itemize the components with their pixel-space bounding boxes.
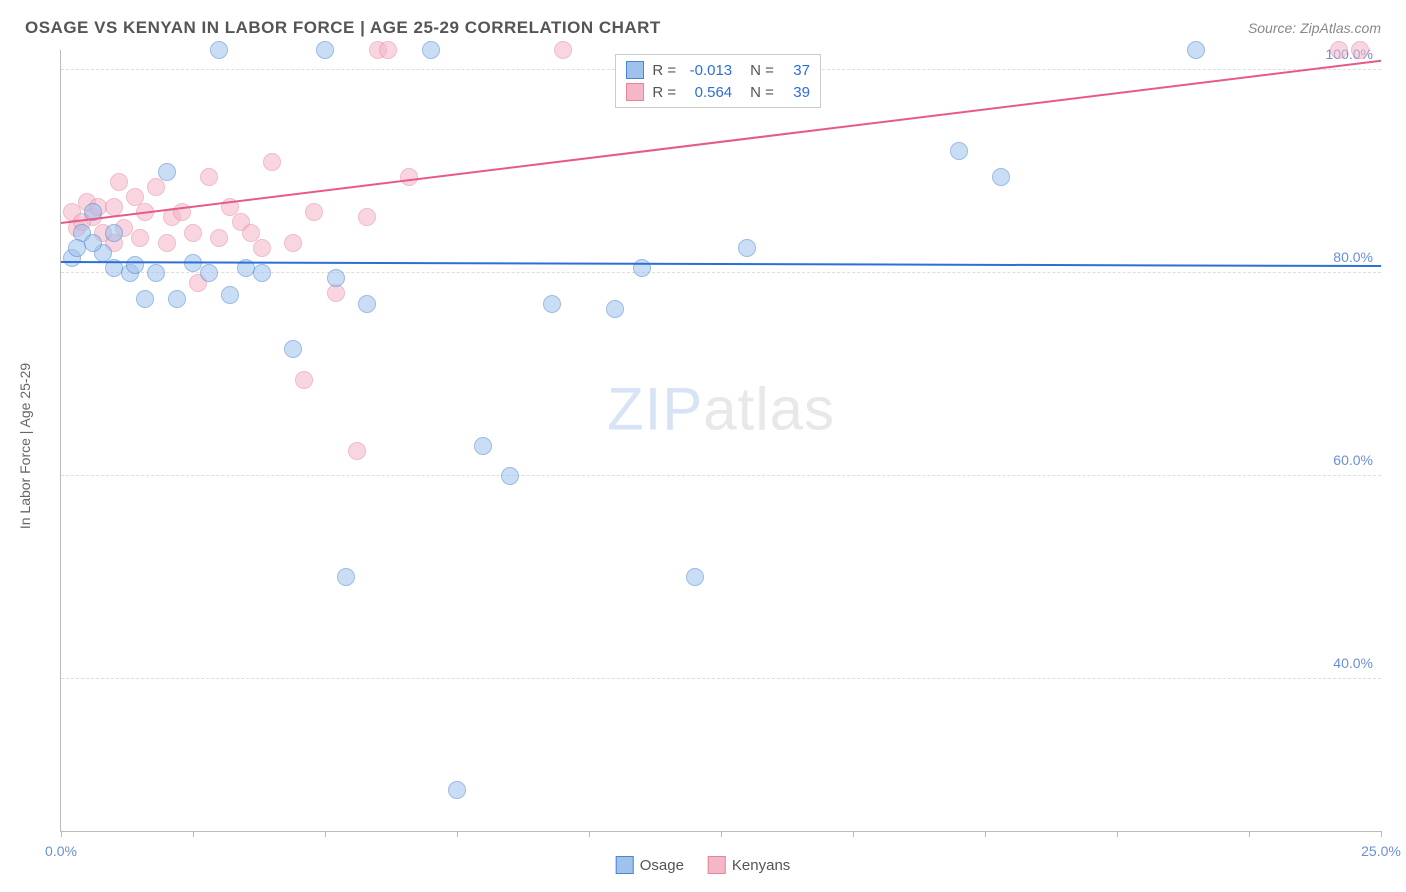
stat-value: 37 (782, 62, 810, 79)
data-point (147, 264, 165, 282)
data-point (738, 239, 756, 257)
legend-swatch (616, 856, 634, 874)
data-point (633, 259, 651, 277)
data-point (110, 173, 128, 191)
stat-value: 39 (782, 84, 810, 101)
chart-source: Source: ZipAtlas.com (1248, 20, 1381, 36)
data-point (284, 234, 302, 252)
data-point (147, 178, 165, 196)
y-axis-label: In Labor Force | Age 25-29 (17, 363, 33, 529)
data-point (200, 264, 218, 282)
legend-stats-row: R = -0.013 N = 37 (626, 59, 810, 81)
data-point (105, 224, 123, 242)
data-point (221, 286, 239, 304)
data-point (348, 442, 366, 460)
x-tick (61, 831, 62, 837)
watermark: ZIPatlas (607, 375, 835, 444)
legend-stats: R = -0.013 N = 37 R = 0.564 N = 39 (615, 54, 821, 108)
data-point (1187, 41, 1205, 59)
data-point (1330, 41, 1348, 59)
data-point (184, 224, 202, 242)
legend-label: Osage (640, 857, 684, 874)
chart-title: OSAGE VS KENYAN IN LABOR FORCE | AGE 25-… (25, 18, 661, 38)
data-point (337, 568, 355, 586)
chart-header: OSAGE VS KENYAN IN LABOR FORCE | AGE 25-… (25, 18, 1381, 38)
data-point (554, 41, 572, 59)
x-tick (457, 831, 458, 837)
data-point (474, 437, 492, 455)
data-point (606, 300, 624, 318)
data-point (200, 168, 218, 186)
legend-bottom: Osage Kenyans (616, 856, 791, 874)
data-point (158, 163, 176, 181)
data-point (950, 142, 968, 160)
legend-item: Kenyans (708, 856, 790, 874)
x-tick-label: 25.0% (1361, 843, 1401, 859)
data-point (284, 340, 302, 358)
x-tick (193, 831, 194, 837)
data-point (379, 41, 397, 59)
watermark-atlas: atlas (703, 376, 835, 443)
data-point (686, 568, 704, 586)
data-point (400, 168, 418, 186)
data-point (168, 290, 186, 308)
data-point (253, 239, 271, 257)
data-point (136, 290, 154, 308)
x-tick (721, 831, 722, 837)
legend-label: Kenyans (732, 857, 790, 874)
data-point (358, 208, 376, 226)
data-point (158, 234, 176, 252)
data-point (358, 295, 376, 313)
data-point (305, 203, 323, 221)
gridline (61, 475, 1381, 476)
x-tick (1381, 831, 1382, 837)
legend-stats-row: R = 0.564 N = 39 (626, 81, 810, 103)
x-tick-label: 0.0% (45, 843, 77, 859)
stat-label: R = (652, 84, 676, 101)
x-tick (1249, 831, 1250, 837)
data-point (253, 264, 271, 282)
data-point (992, 168, 1010, 186)
data-point (543, 295, 561, 313)
y-tick-label: 60.0% (1333, 452, 1373, 468)
legend-swatch (708, 856, 726, 874)
data-point (327, 269, 345, 287)
data-point (501, 467, 519, 485)
data-point (68, 239, 86, 257)
data-point (422, 41, 440, 59)
x-tick (1117, 831, 1118, 837)
stat-label: N = (750, 84, 774, 101)
x-tick (853, 831, 854, 837)
data-point (263, 153, 281, 171)
y-tick-label: 40.0% (1333, 655, 1373, 671)
plot-area: ZIPatlas 40.0%60.0%80.0%100.0%0.0%25.0%R… (60, 50, 1381, 832)
x-tick (985, 831, 986, 837)
x-tick (325, 831, 326, 837)
x-tick (589, 831, 590, 837)
stat-value: -0.013 (684, 62, 732, 79)
data-point (126, 256, 144, 274)
legend-swatch (626, 83, 644, 101)
data-point (105, 198, 123, 216)
watermark-zip: ZIP (607, 376, 703, 443)
y-tick-label: 80.0% (1333, 249, 1373, 265)
stat-label: R = (652, 62, 676, 79)
gridline (61, 678, 1381, 679)
data-point (1351, 41, 1369, 59)
stat-label: N = (750, 62, 774, 79)
data-point (210, 229, 228, 247)
legend-swatch (626, 61, 644, 79)
data-point (448, 781, 466, 799)
legend-item: Osage (616, 856, 684, 874)
data-point (316, 41, 334, 59)
data-point (84, 234, 102, 252)
data-point (131, 229, 149, 247)
stat-value: 0.564 (684, 84, 732, 101)
data-point (210, 41, 228, 59)
data-point (295, 371, 313, 389)
